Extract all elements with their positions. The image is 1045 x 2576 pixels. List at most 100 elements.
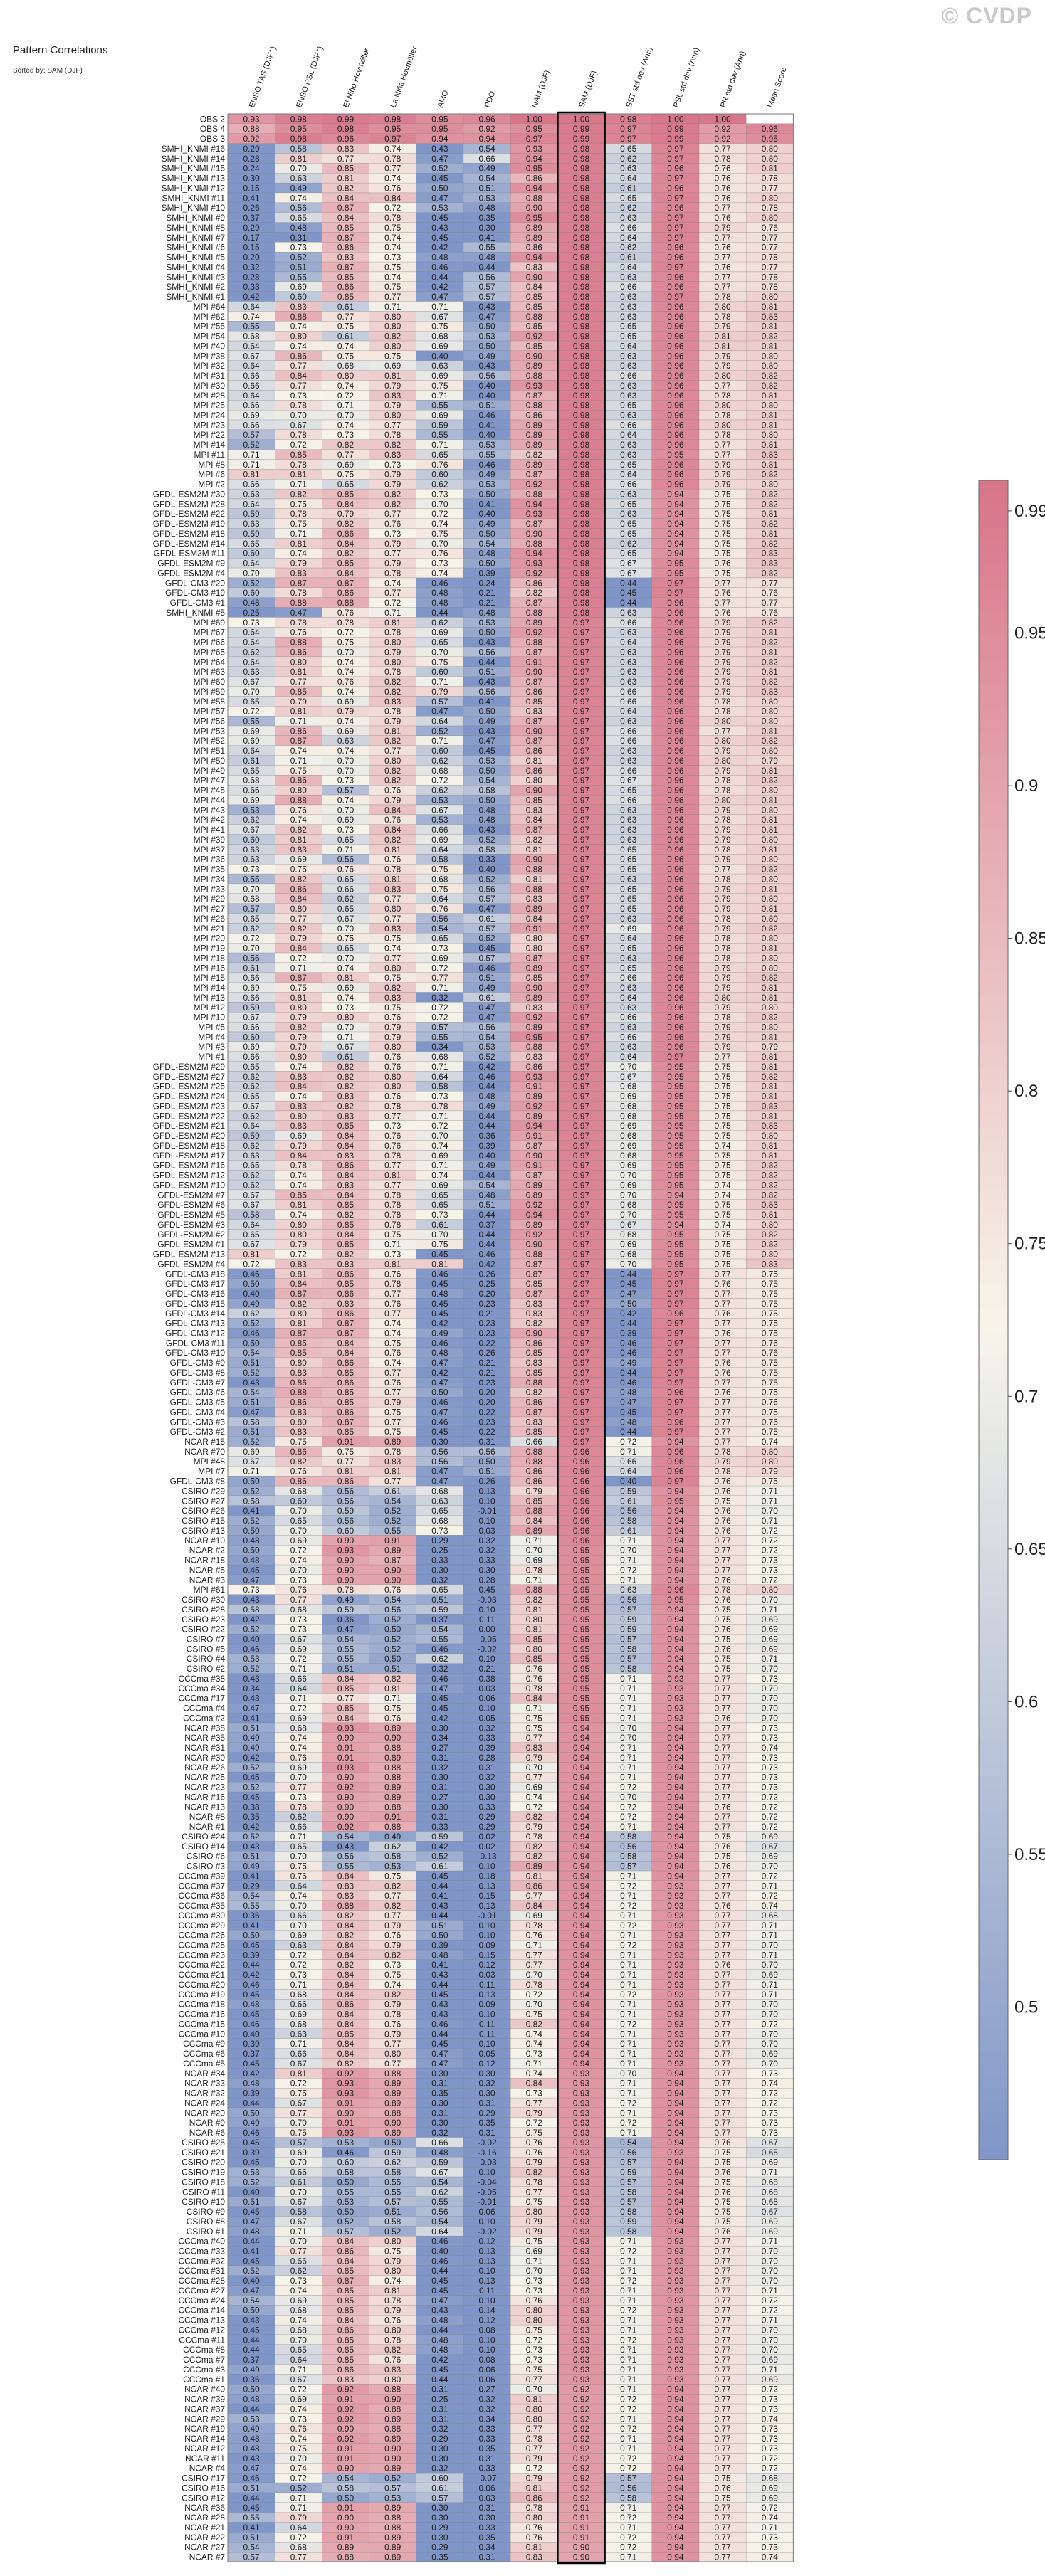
cell-value: 0.94 — [667, 1635, 684, 1645]
cell-value: 0.80 — [762, 193, 779, 203]
cell-value: 0.71 — [620, 1674, 637, 1684]
cell-value: 0.87 — [526, 647, 543, 657]
cell-value: 0.41 — [243, 1506, 261, 1516]
cell-value: 0.62 — [431, 480, 448, 490]
cell-value: 0.80 — [384, 657, 401, 667]
cell-value: 0.57 — [620, 1862, 637, 1872]
cell-value: 0.74 — [337, 687, 355, 697]
cell-value: 0.59 — [243, 509, 261, 519]
cell-value: 0.80 — [384, 638, 401, 648]
cell-value: 0.36 — [479, 1131, 496, 1141]
cell-value: 0.94 — [667, 1812, 684, 1822]
cell-value: 0.76 — [384, 1269, 401, 1279]
cell-value: 0.80 — [290, 1052, 308, 1062]
row-label: CCCma #23 — [178, 1950, 225, 1960]
cell-value: 0.98 — [573, 598, 590, 608]
cell-value: 0.44 — [243, 1960, 261, 1970]
cell-value: 0.23 — [479, 1378, 496, 1388]
cell-value: 0.57 — [479, 894, 496, 904]
cell-value: 0.72 — [620, 1990, 637, 2000]
cell-value: 0.88 — [526, 489, 543, 499]
cell-value: 0.88 — [526, 1378, 543, 1388]
cell-value: 0.89 — [384, 1792, 401, 1802]
cell-value: 0.76 — [715, 183, 732, 193]
cell-value: -0.01 — [478, 1506, 498, 1516]
cell-value: 0.06 — [479, 1694, 496, 1704]
cell-value: 0.97 — [573, 697, 590, 707]
cell-value: 0.96 — [667, 361, 684, 371]
cell-value: 0.83 — [526, 1743, 543, 1753]
cell-value: 0.71 — [290, 1664, 308, 1674]
cell-value: 0.84 — [384, 825, 401, 835]
cell-value: 0.20 — [479, 1388, 496, 1398]
row-label: MPI #39 — [194, 835, 226, 845]
cell-value: 0.47 — [431, 292, 448, 302]
cell-value: 0.80 — [290, 1230, 308, 1240]
cell-value: 0.46 — [620, 1338, 637, 1348]
cell-value: 0.89 — [526, 440, 543, 450]
cell-value: 0.44 — [479, 1240, 496, 1250]
cell-value: 0.76 — [715, 1575, 732, 1585]
cell-value: 0.29 — [243, 223, 261, 233]
cell-value: 0.96 — [573, 1457, 590, 1467]
row-label: SMHI_KNMI #13 — [162, 174, 226, 184]
cell-value: 0.80 — [762, 835, 779, 845]
cell-value: 0.88 — [290, 795, 308, 805]
cell-value: 0.51 — [479, 401, 496, 411]
cell-value: 0.72 — [290, 1546, 308, 1556]
cell-value: 0.84 — [337, 2049, 355, 2059]
cell-value: 0.95 — [667, 1171, 684, 1181]
cell-value: 0.97 — [573, 1259, 590, 1269]
cell-value: 0.65 — [620, 322, 637, 332]
cell-value: 0.45 — [431, 1871, 448, 1881]
cell-value: 0.44 — [431, 608, 448, 618]
cell-value: 0.83 — [526, 1358, 543, 1368]
cell-value: 0.87 — [290, 1289, 308, 1299]
cell-value: 0.63 — [620, 825, 637, 835]
cell-value: 0.63 — [431, 1496, 448, 1506]
cell-value: 0.96 — [667, 341, 684, 351]
cell-value: 0.77 — [715, 578, 732, 588]
cell-value: 0.98 — [573, 529, 590, 539]
cell-value: 0.62 — [431, 786, 448, 796]
cell-value: 0.42 — [431, 1842, 448, 1852]
cell-value: 0.71 — [620, 1970, 637, 1980]
cell-value: 0.85 — [337, 1388, 355, 1398]
cell-value: 0.68 — [620, 1151, 637, 1161]
cell-value: 0.96 — [667, 381, 684, 391]
cell-value: 0.83 — [337, 1111, 355, 1121]
cell-value: 0.77 — [526, 1733, 543, 1743]
cell-value: 0.71 — [384, 1694, 401, 1704]
cell-value: 0.97 — [573, 1141, 590, 1151]
cell-value: 0.98 — [573, 253, 590, 263]
row-label: SMHI_KNMI #5 — [166, 608, 225, 618]
cell-value: 0.75 — [762, 1329, 779, 1339]
cell-value: 0.63 — [620, 756, 637, 766]
row-label: MPI #34 — [194, 874, 226, 884]
cell-value: 0.75 — [290, 1862, 308, 1872]
cell-value: 0.74 — [384, 174, 401, 184]
cell-value: 0.59 — [431, 420, 448, 430]
cell-value: 0.77 — [384, 2039, 401, 2049]
cell-value: 0.56 — [479, 647, 496, 657]
cell-value: 0.81 — [384, 1171, 401, 1181]
cell-value: 0.63 — [620, 312, 637, 322]
cell-value: 0.77 — [715, 1990, 732, 2000]
cell-value: -0.02 — [478, 1644, 498, 1654]
cell-value: 0.71 — [290, 480, 308, 490]
row-label: NCAR #34 — [184, 2069, 225, 2079]
cell-value: 0.83 — [526, 1052, 543, 1062]
cell-value: 0.74 — [431, 568, 448, 578]
cell-value: 0.66 — [620, 1013, 637, 1023]
cell-value: 0.97 — [573, 1052, 590, 1062]
cell-value: 0.74 — [243, 312, 261, 322]
row-label: MPI #24 — [194, 411, 226, 421]
cell-value: 0.92 — [337, 2069, 355, 2079]
cell-value: 0.77 — [715, 1269, 732, 1279]
cell-value: 0.95 — [667, 1092, 684, 1102]
cell-value: 0.85 — [526, 1635, 543, 1645]
cell-value: 0.76 — [384, 1931, 401, 1941]
cell-value: 0.71 — [620, 1980, 637, 1990]
cell-value: 0.77 — [715, 1753, 732, 1763]
cell-value: 0.44 — [620, 1368, 637, 1378]
